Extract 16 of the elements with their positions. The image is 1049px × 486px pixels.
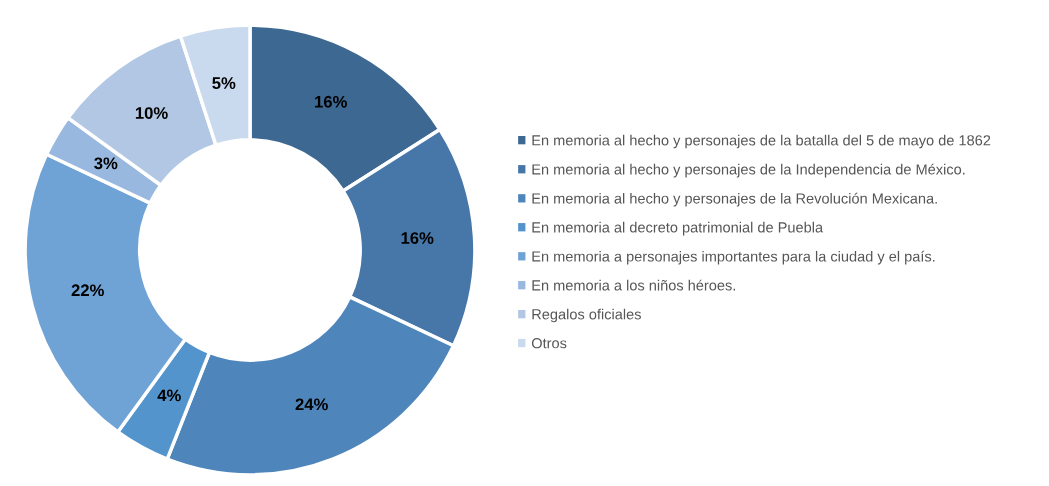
legend-label: En memoria al hecho y personajes de la Revolución Mexicana.	[532, 192, 937, 207]
data-label: 4%	[157, 389, 181, 402]
data-label: 16%	[401, 232, 434, 244]
data-label: 24%	[295, 398, 328, 411]
legend-label: Otros	[531, 338, 567, 349]
legend-label: En memoria a personajes importantes para la ciudad y el país.	[532, 250, 935, 265]
data-label: 10%	[135, 107, 168, 119]
legend-label: En memoria al decreto patrimonial de Puebla	[532, 221, 824, 236]
data-label: 3%	[94, 157, 118, 170]
legend-label: En memoria al hecho y personajes de la Independencia de México.	[532, 163, 965, 178]
data-label: 5%	[212, 77, 236, 89]
legend-label: En memoria al hecho y personajes de la batalla del 5 de mayo de 1862	[532, 134, 991, 149]
data-label: 22%	[71, 284, 104, 297]
legend-label: En memoria a los niños héroes.	[532, 279, 735, 291]
legend-label: Regalos oficiales	[532, 308, 641, 323]
data-label: 16%	[315, 95, 347, 108]
